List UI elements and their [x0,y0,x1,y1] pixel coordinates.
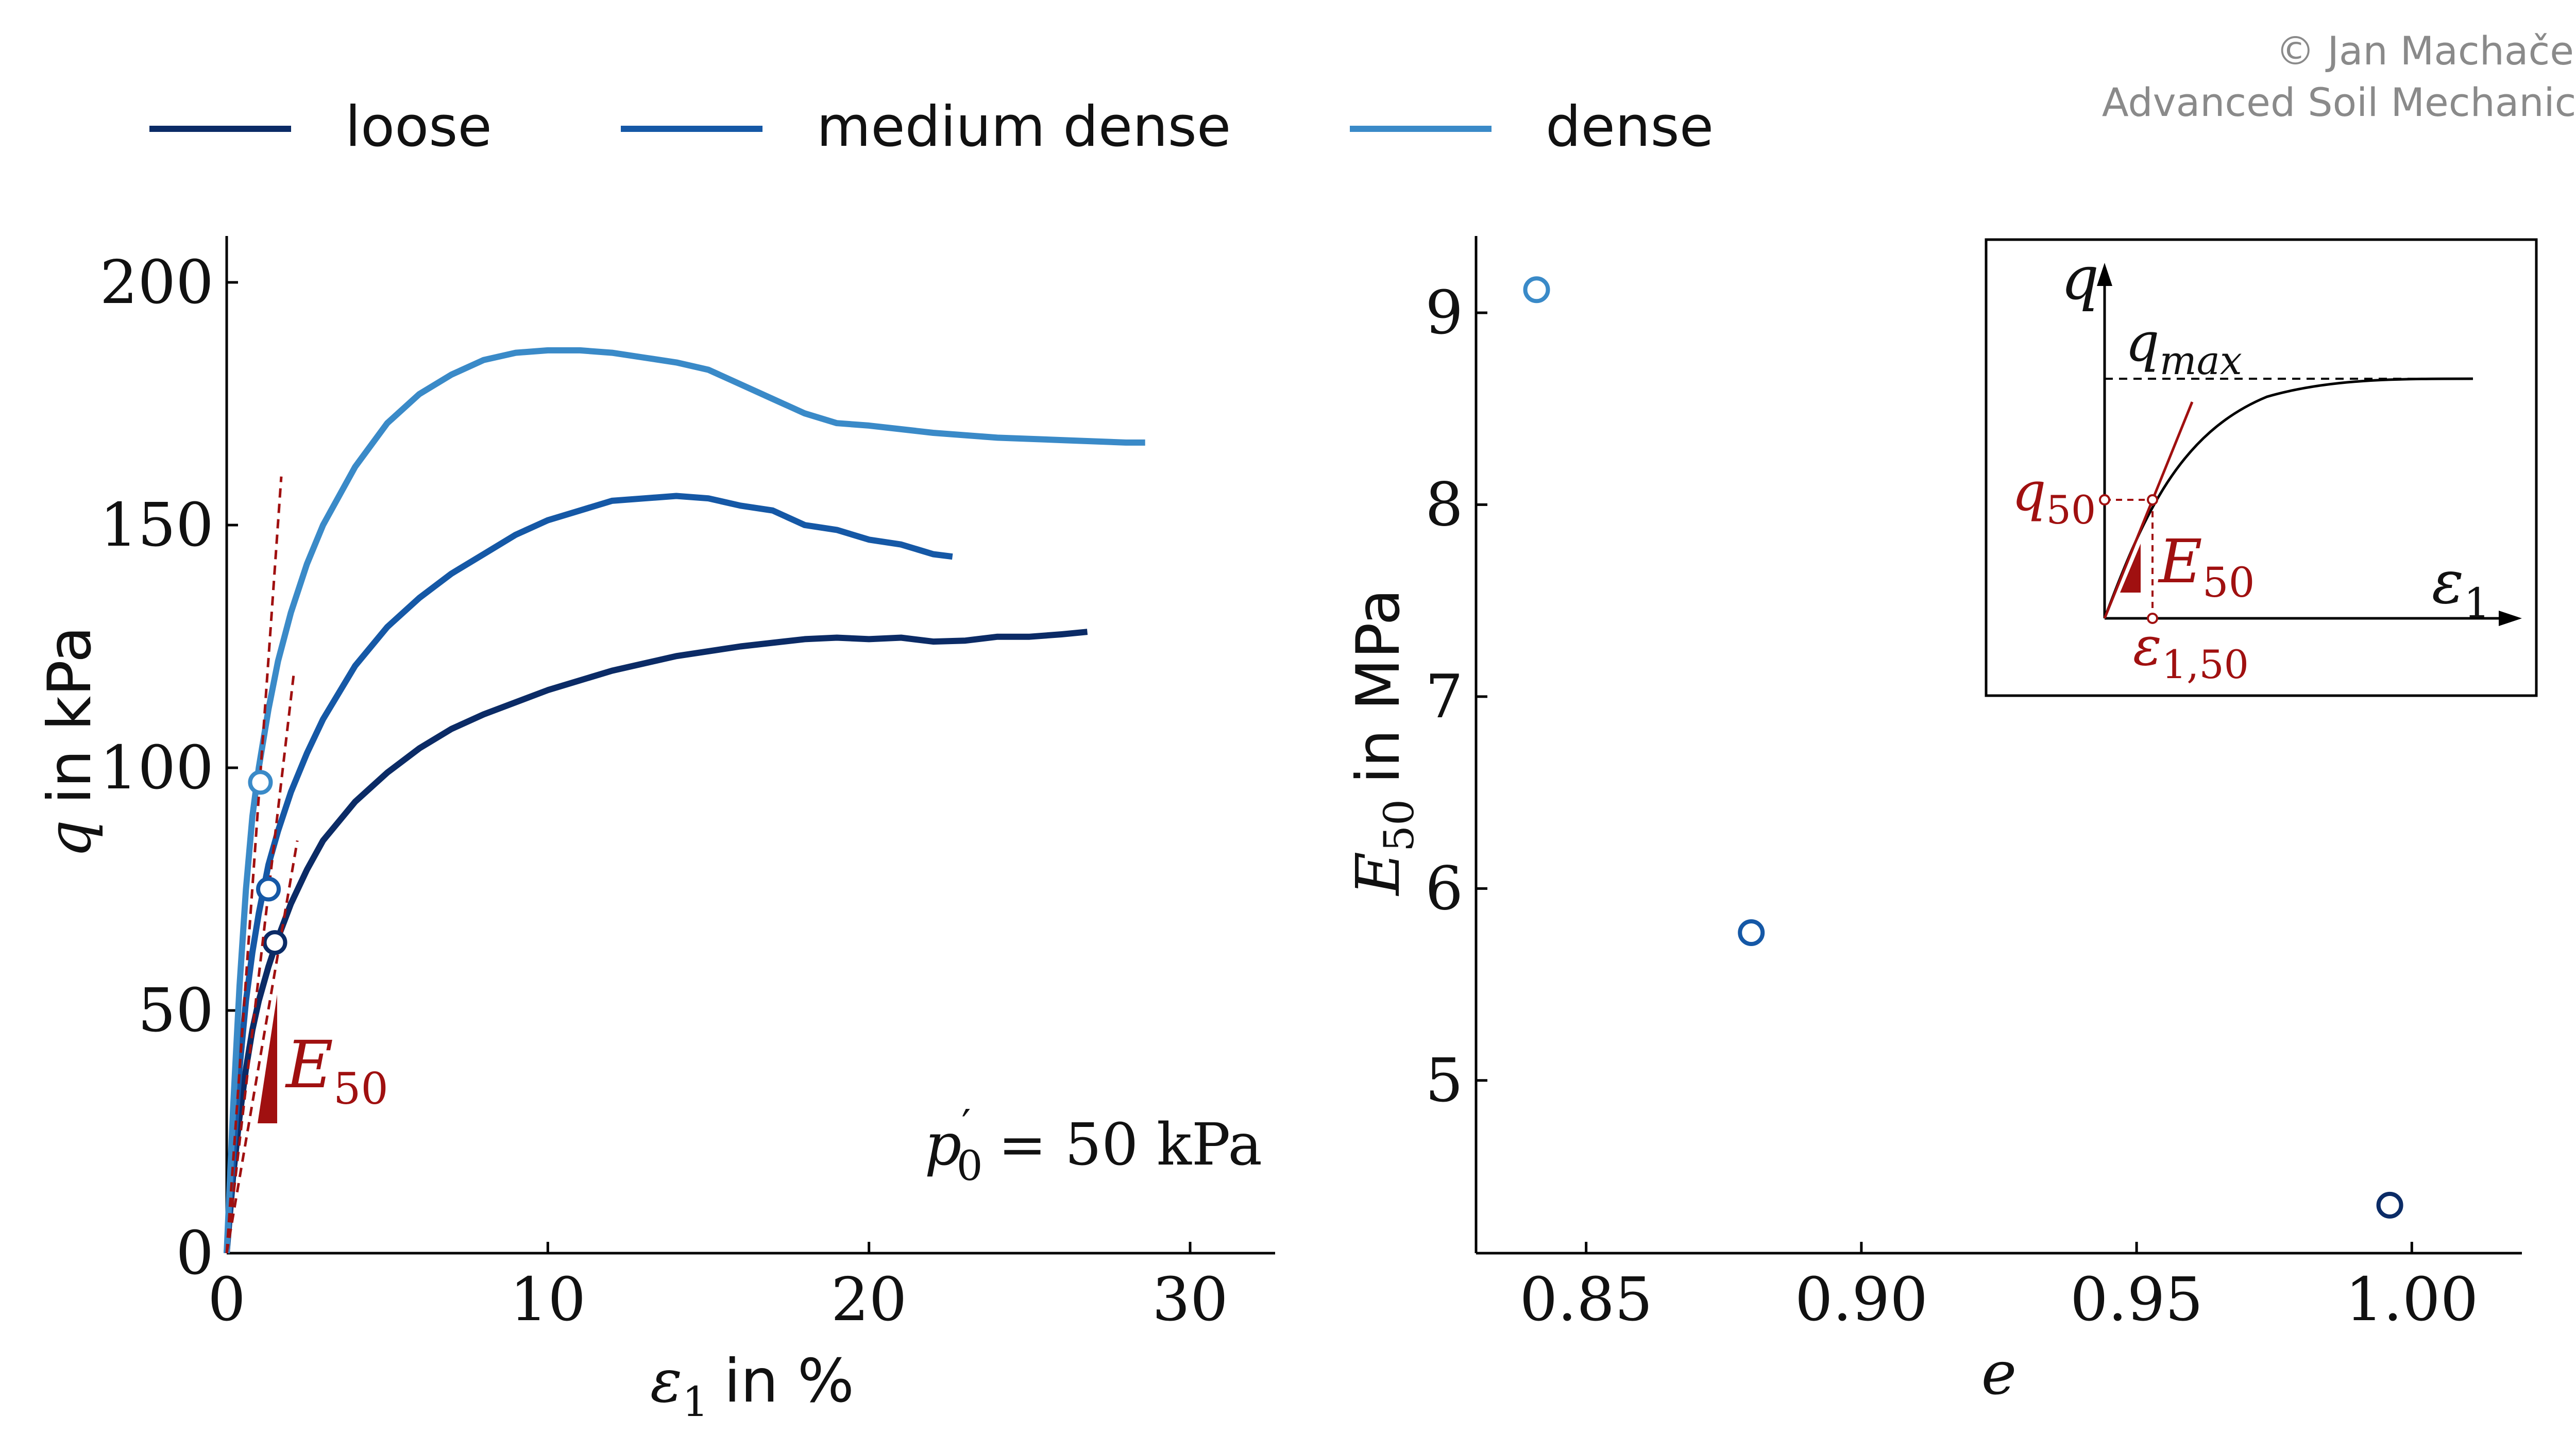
right-y-tick-label: 7 [1425,662,1463,732]
left-y-tick-label: 100 [100,733,214,803]
inset-qmax-label: qmax [2125,311,2242,383]
left-e50-label: E50 [285,1027,388,1114]
inset-q50-label: q50 [2012,460,2096,533]
e50-slope-triangle [258,994,277,1123]
left-x-axis-label: ε1 in % [650,1346,854,1426]
series-line-medium-dense [224,493,953,1254]
left-y-tick-label: 200 [100,248,214,317]
legend-label-medium-dense: medium dense [817,95,1231,159]
copyright-line-2: Advanced Soil Mechanics [2102,79,2576,125]
left-x-tick-label: 0 [208,1265,246,1335]
left-y-axis-label: qin kPa [35,626,105,858]
right-x-tick-label: 1.00 [2345,1265,2478,1335]
series-line-loose [224,629,1088,1254]
right-y-tick-label: 5 [1425,1046,1463,1116]
right-x-tick-label: 0.95 [2070,1265,2203,1335]
inset-e50-secant [2103,401,2194,619]
inset-eps-arrow-icon [2499,611,2522,626]
right-y-tick-label: 9 [1425,278,1463,348]
inset-e50-label: E50 [2158,527,2255,606]
scatter-point-dense [1523,276,1550,304]
e50-secant-dense [225,476,283,1254]
e50-secant-loose [225,840,299,1254]
left-x-tick-label: 10 [510,1265,586,1335]
scatter-point-medium-dense [1738,919,1765,947]
inset-e50-triangle [2120,544,2141,593]
inset-q50-marker [2099,494,2110,505]
e50-point-loose [262,930,287,955]
inset-q-label: q [2061,244,2099,313]
series-line-dense [224,347,1145,1254]
legend-label-dense: dense [1546,95,1714,159]
copyright-line-1: © Jan Machaček [2276,28,2576,74]
e50-vs-void-ratio-chart: 0.85 0.90 0.95 1.00 5 6 7 8 9 e E50in MPa q qmax… [1344,236,2538,1408]
inset-eps-label: ε1 [2432,548,2490,627]
left-y-tick-label: 0 [176,1219,214,1288]
inset-eps150-label: ε1,50 [2133,615,2249,687]
left-x-tick-label: 30 [1152,1265,1228,1335]
legend-label-loose: loose [345,95,492,159]
inset-q-arrow-icon [2097,263,2112,286]
inset-eps150-marker [2147,613,2158,624]
inset-schematic: q qmax q50 E50 ε1 ε1,50 [1985,238,2538,697]
e50-point-dense [248,770,273,795]
right-x-tick-label: 0.90 [1795,1265,1928,1335]
right-y-tick-label: 8 [1425,470,1463,540]
left-y-tick-label: 150 [100,491,214,560]
inset-half-point-marker [2147,494,2158,505]
scatter-point-loose [2376,1191,2403,1219]
stress-strain-chart: 0 10 20 30 0 50 100 150 200 E50 p′ 0 = 50 kPa ε1 in… [35,236,1275,1426]
right-y-axis-label: E50in MPa [1344,588,1423,896]
e50-point-medium-dense [256,876,281,902]
left-x-tick-label: 20 [831,1265,907,1335]
e50-secant-medium-dense [225,670,296,1254]
right-x-tick-label: 0.85 [1520,1265,1653,1335]
right-x-axis-label: e [1981,1339,2017,1408]
legend: loose medium dense dense [149,95,1714,159]
right-y-tick-label: 6 [1425,854,1463,923]
confining-pressure-label: p′ 0 = 50 kPa [925,1101,1262,1190]
left-y-tick-label: 50 [138,976,214,1046]
